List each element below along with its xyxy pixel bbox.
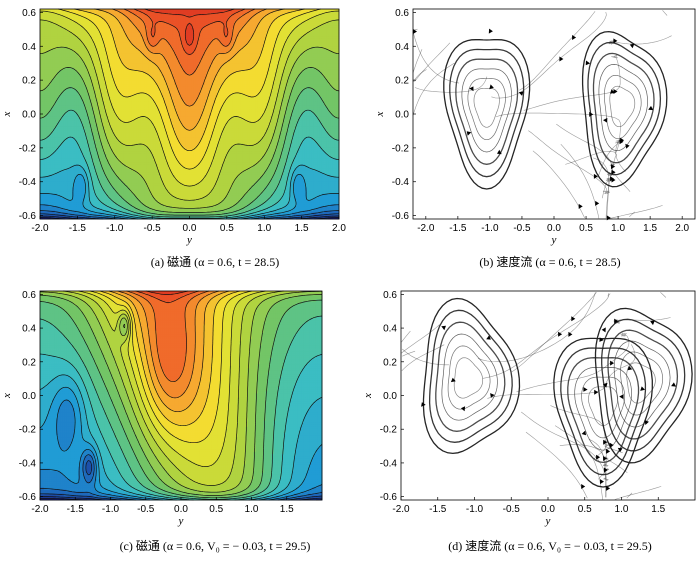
y-tick-label-b-0: 0.6 bbox=[395, 8, 409, 19]
x-tick-label-c-2: -1.0 bbox=[102, 504, 120, 515]
streamlines-d bbox=[401, 292, 692, 500]
y-tick-label-b-4: -0.2 bbox=[392, 143, 410, 154]
y-tick-label-d-1: 0.4 bbox=[383, 324, 397, 335]
y-tick-label-b-5: -0.4 bbox=[392, 177, 410, 188]
y-tick-label-b-3: 0.0 bbox=[395, 110, 409, 121]
y-axis-label-b: x bbox=[374, 111, 386, 117]
y-tick-label-d-4: -0.2 bbox=[380, 425, 398, 436]
y-tick-label-d-2: 0.2 bbox=[383, 357, 397, 368]
caption-a: (a) 磁通 (α = 0.6, t = 28.5) bbox=[60, 253, 370, 270]
y-tick-label-c-5: -0.4 bbox=[19, 458, 37, 469]
y-axis-label-a: x bbox=[1, 111, 13, 117]
caption-b-label: (b) 速度流 bbox=[479, 255, 532, 269]
x-tick-label-c-7: 1.5 bbox=[280, 504, 294, 515]
x-tick-label-c-0: -2.0 bbox=[31, 504, 49, 515]
x-tick-label-d-4: 0.0 bbox=[541, 504, 555, 515]
x-axis-label-c: y bbox=[178, 515, 184, 527]
caption-b: (b) 速度流 (α = 0.6, t = 28.5) bbox=[405, 253, 695, 270]
x-tick-label-b-8: 2.0 bbox=[675, 223, 689, 234]
x-tick-label-a-3: -0.5 bbox=[144, 223, 162, 234]
y-tick-label-a-4: -0.2 bbox=[19, 143, 37, 154]
x-tick-label-d-2: -1.0 bbox=[466, 504, 484, 515]
x-tick-label-a-8: 2.0 bbox=[332, 223, 346, 234]
streamlines-b bbox=[413, 10, 672, 219]
x-tick-label-b-2: -1.0 bbox=[481, 223, 499, 234]
x-tick-label-c-1: -1.5 bbox=[67, 504, 85, 515]
x-tick-label-b-7: 1.5 bbox=[643, 223, 657, 234]
y-tick-label-b-2: 0.2 bbox=[395, 76, 409, 87]
caption-b-params: (α = 0.6, t = 28.5) bbox=[535, 255, 620, 269]
x-tick-label-a-2: -1.0 bbox=[106, 223, 124, 234]
x-tick-label-b-0: -2.0 bbox=[417, 223, 435, 234]
x-tick-label-b-5: 0.5 bbox=[579, 223, 593, 234]
y-axis-label-d: x bbox=[362, 393, 374, 399]
x-tick-label-a-7: 1.5 bbox=[295, 223, 309, 234]
x-tick-label-c-3: -0.5 bbox=[137, 504, 155, 515]
y-tick-label-d-0: 0.6 bbox=[383, 290, 397, 301]
y-tick-label-a-1: 0.4 bbox=[22, 42, 36, 53]
y-tick-label-c-6: -0.6 bbox=[19, 492, 37, 503]
y-tick-label-d-5: -0.4 bbox=[380, 458, 398, 469]
y-tick-label-c-2: 0.2 bbox=[22, 357, 36, 368]
x-tick-label-a-1: -1.5 bbox=[69, 223, 87, 234]
caption-c-label: (c) 磁通 bbox=[120, 539, 160, 553]
caption-c: (c) 磁通 (α = 0.6, V₀ = − 0.03, t = 29.5) bbox=[50, 537, 380, 554]
x-tick-label-d-5: 0.5 bbox=[578, 504, 592, 515]
y-tick-label-b-1: 0.4 bbox=[395, 42, 409, 53]
x-tick-label-b-6: 1.0 bbox=[611, 223, 625, 234]
plot-frame-d bbox=[401, 291, 695, 500]
x-tick-label-d-0: -2.0 bbox=[392, 504, 410, 515]
x-tick-label-a-4: 0.0 bbox=[183, 223, 197, 234]
x-tick-label-a-5: 0.5 bbox=[220, 223, 234, 234]
x-axis-label-b: y bbox=[551, 234, 557, 246]
x-tick-label-b-3: -0.5 bbox=[513, 223, 531, 234]
y-tick-label-a-6: -0.6 bbox=[19, 211, 37, 222]
y-tick-label-b-6: -0.6 bbox=[392, 211, 410, 222]
y-tick-label-a-0: 0.6 bbox=[22, 8, 36, 19]
x-axis-label-d: y bbox=[545, 515, 551, 527]
x-tick-label-b-1: -1.5 bbox=[449, 223, 467, 234]
x-tick-label-c-5: 0.5 bbox=[209, 504, 223, 515]
caption-c-params: (α = 0.6, V₀ = − 0.03, t = 29.5) bbox=[163, 539, 311, 553]
x-tick-label-c-6: 1.0 bbox=[245, 504, 259, 515]
x-tick-label-a-6: 1.0 bbox=[257, 223, 271, 234]
y-tick-label-a-5: -0.4 bbox=[19, 177, 37, 188]
caption-d-label: (d) 速度流 bbox=[448, 539, 501, 553]
y-axis-label-c: x bbox=[1, 393, 13, 399]
y-tick-label-d-3: 0.0 bbox=[383, 391, 397, 402]
caption-a-params: (α = 0.6, t = 28.5) bbox=[194, 255, 279, 269]
y-tick-label-d-6: -0.6 bbox=[380, 492, 398, 503]
x-axis-label-a: y bbox=[186, 234, 192, 246]
y-tick-label-c-4: -0.2 bbox=[19, 425, 37, 436]
y-tick-label-a-2: 0.2 bbox=[22, 76, 36, 87]
contour-field-a bbox=[40, 9, 339, 219]
x-tick-label-c-4: 0.0 bbox=[174, 504, 188, 515]
x-tick-label-a-0: -2.0 bbox=[31, 223, 49, 234]
x-tick-label-d-7: 1.5 bbox=[651, 504, 665, 515]
y-tick-label-c-1: 0.4 bbox=[22, 324, 36, 335]
caption-a-label: (a) 磁通 bbox=[151, 255, 191, 269]
y-tick-label-c-0: 0.6 bbox=[22, 290, 36, 301]
y-tick-label-c-3: 0.0 bbox=[22, 391, 36, 402]
x-tick-label-d-6: 1.0 bbox=[615, 504, 629, 515]
x-tick-label-d-3: -0.5 bbox=[503, 504, 521, 515]
x-tick-label-d-1: -1.5 bbox=[429, 504, 447, 515]
caption-d-params: (α = 0.6, V₀ = − 0.03, t = 29.5) bbox=[504, 539, 652, 553]
x-tick-label-b-4: 0.0 bbox=[547, 223, 561, 234]
caption-d: (d) 速度流 (α = 0.6, V₀ = − 0.03, t = 29.5) bbox=[395, 537, 700, 554]
y-tick-label-a-3: 0.0 bbox=[22, 110, 36, 121]
